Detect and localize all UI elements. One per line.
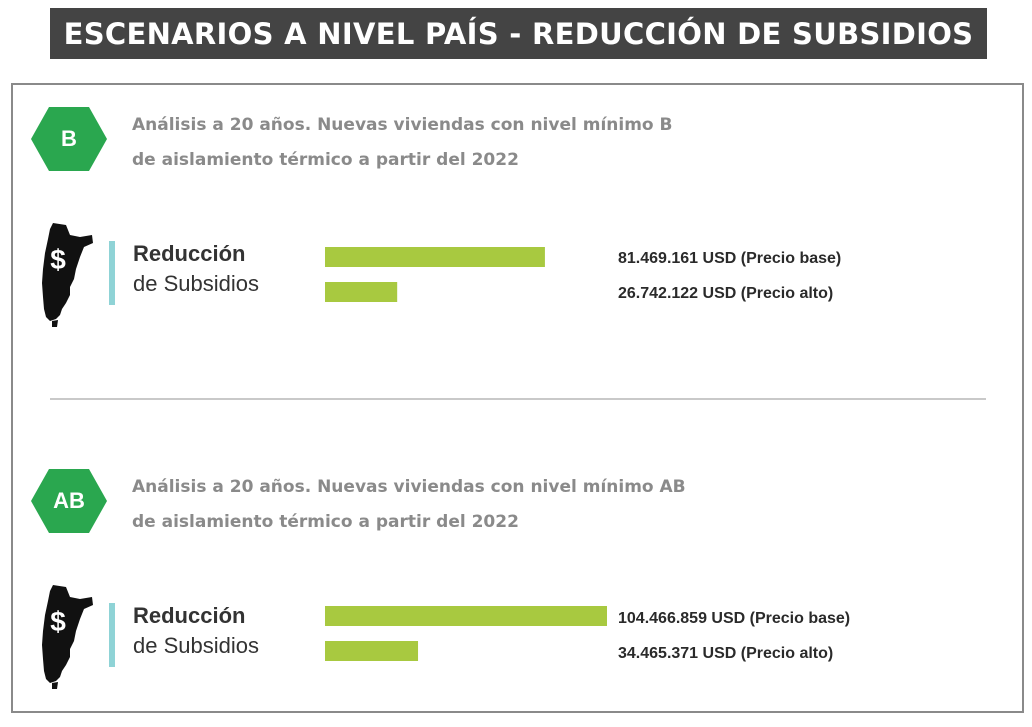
scenario-ab-section: AB Análisis a 20 años. Nuevas viviendas …	[0, 467, 1032, 727]
high-price-bar	[325, 641, 419, 661]
level-badge: B	[61, 126, 77, 151]
high-price-bar	[325, 282, 398, 302]
subsidies-label: de Subsidios	[133, 271, 259, 296]
base-price-value: 81.469.161 USD (Precio base)	[618, 250, 842, 267]
label-accent-bar	[109, 603, 115, 667]
analysis-description-line2: de aislamiento térmico a partir del 2022	[132, 512, 519, 532]
svg-text:$: $	[50, 244, 66, 275]
page-title: ESCENARIOS A NIVEL PAÍS - REDUCCIÓN DE S…	[50, 8, 987, 59]
content-frame	[11, 83, 1024, 713]
analysis-description-line1: Análisis a 20 años. Nuevas viviendas con…	[132, 115, 673, 135]
svg-text:$: $	[50, 606, 66, 637]
base-price-bar	[325, 247, 545, 267]
section-divider	[50, 398, 986, 400]
base-price-value: 104.466.859 USD (Precio base)	[618, 610, 851, 627]
base-price-bar	[325, 606, 607, 626]
argentina-map-dollar-icon: $	[40, 585, 96, 689]
subsidies-label: de Subsidios	[133, 633, 259, 658]
subsidy-reduction-bar-chart	[325, 606, 607, 661]
label-accent-bar	[109, 241, 115, 305]
analysis-description-line2: de aislamiento térmico a partir del 2022	[132, 150, 519, 170]
subsidy-reduction-bar-chart	[325, 247, 545, 302]
level-ab-hexagon-icon: AB	[30, 467, 108, 535]
reduction-label: Reducción	[133, 241, 246, 266]
level-badge: AB	[53, 488, 85, 513]
argentina-map-dollar-icon: $	[40, 223, 96, 327]
reduction-label: Reducción	[133, 603, 246, 628]
scenario-b-section: B Análisis a 20 años. Nuevas viviendas c…	[0, 105, 1032, 365]
high-price-value: 34.465.371 USD (Precio alto)	[618, 645, 834, 662]
high-price-value: 26.742.122 USD (Precio alto)	[618, 285, 834, 302]
level-b-hexagon-icon: B	[30, 105, 108, 173]
analysis-description-line1: Análisis a 20 años. Nuevas viviendas con…	[132, 477, 686, 497]
